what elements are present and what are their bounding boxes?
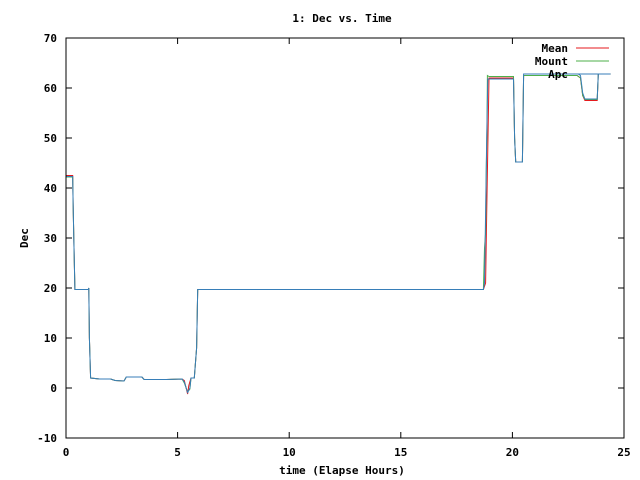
x-axis-title: time (Elapse Hours) xyxy=(279,464,405,477)
y-tick-label: 10 xyxy=(44,332,57,345)
series-line-apc xyxy=(66,73,611,394)
series-layer xyxy=(66,73,611,395)
x-tick-label: 0 xyxy=(63,446,70,459)
y-tick-label: 70 xyxy=(44,32,57,45)
chart-title: 1: Dec vs. Time xyxy=(292,12,392,25)
series-line-mount xyxy=(66,73,611,394)
y-axis-title: Dec xyxy=(18,228,31,248)
y-tick-label: 40 xyxy=(44,182,57,195)
y-tick-label: -10 xyxy=(37,432,57,445)
x-axis: 0 5 10 15 20 25 xyxy=(63,38,631,459)
legend-label: Apc xyxy=(548,68,568,81)
x-tick-label: 10 xyxy=(283,446,296,459)
legend-label: Mean xyxy=(542,42,569,55)
y-tick-label: 30 xyxy=(44,232,57,245)
y-tick-label: 20 xyxy=(44,282,57,295)
x-tick-label: 5 xyxy=(174,446,181,459)
plot-frame xyxy=(65,37,625,439)
series-line-mean xyxy=(66,73,611,395)
x-tick-label: 15 xyxy=(394,446,407,459)
legend-label: Mount xyxy=(535,55,568,68)
y-tick-label: 0 xyxy=(50,382,57,395)
y-tick-label: 60 xyxy=(44,82,57,95)
y-axis: -10 0 10 20 30 40 50 60 70 xyxy=(37,32,624,445)
y-tick-label: 50 xyxy=(44,132,57,145)
x-tick-label: 25 xyxy=(617,446,630,459)
x-tick-label: 20 xyxy=(506,446,519,459)
